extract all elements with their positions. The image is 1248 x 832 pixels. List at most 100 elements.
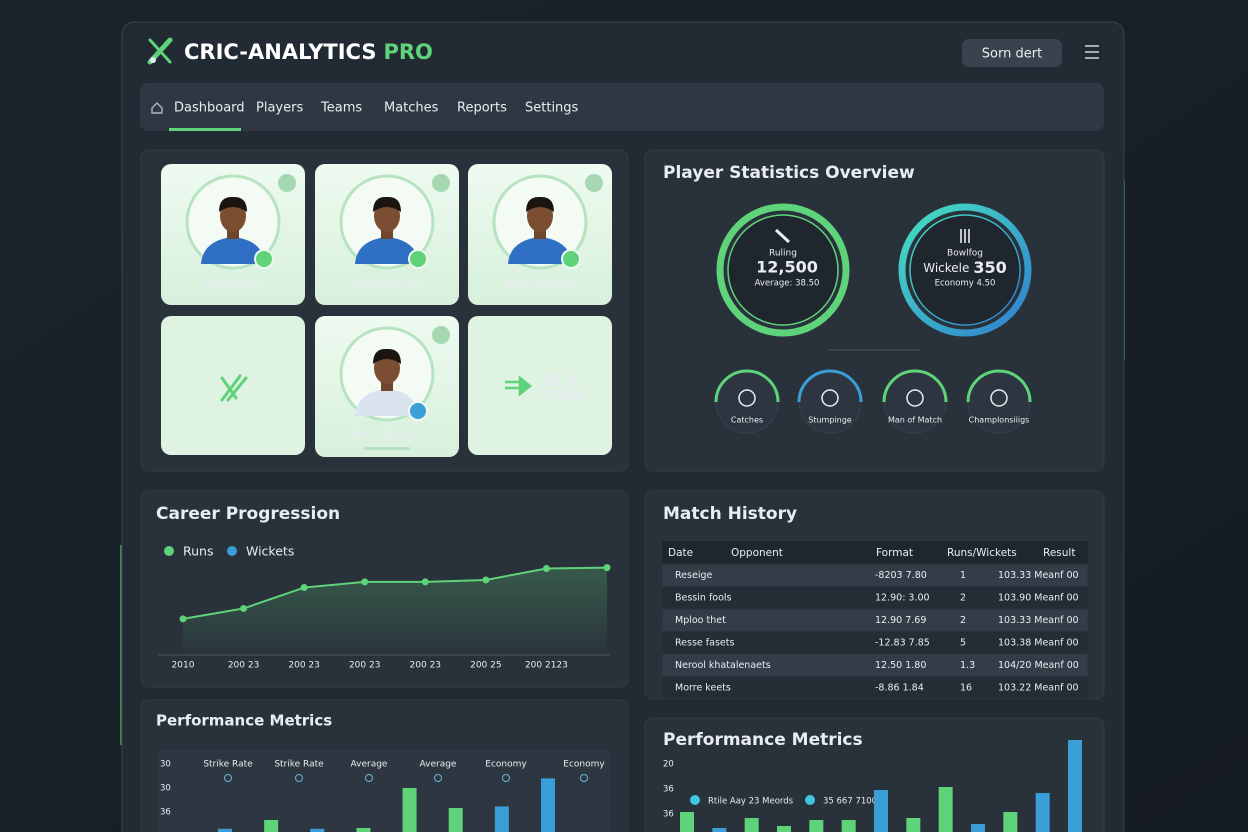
bar (906, 818, 921, 832)
search-button[interactable] (962, 39, 1062, 67)
category-marker (502, 774, 510, 782)
data-point (421, 578, 429, 586)
legend-dot (227, 546, 237, 556)
avatar (185, 174, 281, 270)
avatar (492, 174, 588, 270)
brand: CRIC-ANALYTICS PRO (184, 40, 433, 64)
bar (541, 778, 555, 832)
stat-card-value: 35.0 (540, 372, 577, 390)
stat-label: Bowlfog (947, 249, 983, 259)
stat-ring (716, 203, 850, 337)
logo-bat (148, 38, 172, 64)
table-cell: 103.22 Meanf 00 (998, 683, 1079, 694)
stat-value: 12,500 (756, 258, 818, 277)
avatar-shirt (508, 237, 572, 264)
category-marker (295, 774, 303, 782)
bar (356, 828, 371, 832)
player-name: Ben Stokes (505, 276, 575, 291)
stat-label: Ruling (769, 249, 797, 259)
card-icon (432, 174, 450, 192)
table-cell: Bessin fools (675, 593, 732, 604)
data-point (482, 576, 490, 584)
table-cell: Morre keets (675, 683, 731, 694)
panel-title: Performance Metrics (156, 712, 332, 730)
bar (494, 806, 509, 832)
table-header-cell: Opponent (731, 547, 783, 559)
category-marker (580, 774, 588, 782)
table-cell: Resse fasets (675, 638, 734, 649)
bar (310, 828, 325, 832)
legend-dot (164, 546, 174, 556)
legend-label: Wickets (246, 544, 294, 559)
avatar-neck (381, 380, 393, 391)
nav-bar (140, 83, 1104, 131)
bar (680, 812, 694, 832)
role-badge (408, 249, 428, 269)
legend-label: Rtile Aay 23 Meords (708, 797, 794, 807)
bar (1068, 740, 1082, 832)
nav-item[interactable]: Settings (525, 101, 579, 116)
y-label: 36 (663, 810, 674, 820)
stat-card (468, 316, 612, 455)
nav-item[interactable]: Reports (457, 101, 507, 116)
y-label: 20 (663, 760, 674, 770)
panel-title: Performance Metrics (663, 730, 863, 750)
stat-ring (898, 203, 1032, 337)
arrow-icon (505, 375, 533, 397)
role-badge (408, 401, 428, 421)
table-cell: 103.90 Meanf 00 (998, 593, 1079, 604)
category-marker (434, 774, 442, 782)
avatar-neck (534, 228, 546, 239)
stat-number: 350 (973, 258, 1006, 277)
logo-ball (150, 57, 156, 63)
x-tick-label: 200 2123 (525, 661, 568, 671)
table-cell: Nerool khatalenaets (675, 660, 771, 671)
bar (712, 828, 727, 832)
data-point (603, 564, 611, 572)
nav-item[interactable]: Dashboard (174, 101, 245, 116)
brand-name: CRIC-ANALYTICS (184, 40, 376, 64)
card-icon (585, 174, 603, 192)
nav-item[interactable]: Teams (320, 101, 362, 116)
card-icon (278, 174, 296, 192)
table-cell: -8.86 1.84 (875, 683, 924, 694)
legend-dot (690, 795, 700, 805)
series-line (182, 566, 608, 620)
table-cell: 1.3 (960, 660, 975, 671)
data-point (179, 615, 187, 623)
table-header-cell: Date (668, 547, 693, 559)
category-marker (224, 774, 232, 782)
table-cell: 103.38 Meanf 00 (998, 638, 1079, 649)
y-label: 36 (160, 808, 171, 818)
bat-icon (774, 228, 791, 244)
table-row[interactable] (661, 676, 1089, 700)
nav-item[interactable]: Players (256, 101, 303, 116)
table-cell: 103.33 Meanf 00 (998, 570, 1079, 581)
legend-dot (805, 795, 815, 805)
bar (744, 818, 759, 832)
x-tick-label: 200 23 (349, 661, 381, 671)
table-cell: 12.90: 3.00 (875, 593, 930, 604)
badge-arc (714, 369, 780, 403)
table-header (662, 541, 1088, 564)
avatar-hair (526, 196, 554, 212)
y-label: 36 (663, 785, 674, 795)
avatar-shirt (355, 237, 419, 264)
bar (874, 790, 888, 832)
badge-icon (906, 389, 924, 407)
stat-ring-inner (727, 214, 839, 326)
table-cell: -12.83 7.85 (875, 638, 930, 649)
stat-value: Wickele 350 (923, 258, 1007, 277)
stat-sub: Economy 4.50 (935, 279, 996, 289)
nav-item[interactable]: Matches (384, 101, 439, 116)
badge-icon (821, 389, 839, 407)
table-cell: 104/20 Meanf 00 (998, 660, 1079, 671)
badge-label: Catches (731, 416, 763, 425)
avatar-hair (373, 348, 401, 364)
table-cell: 12.50 1.80 (875, 660, 926, 671)
x-tick-label: 200 25 (470, 661, 502, 671)
x-tick-label: 200 23 (288, 661, 320, 671)
badge-label: Man of Match (888, 416, 942, 425)
bar (971, 824, 985, 832)
